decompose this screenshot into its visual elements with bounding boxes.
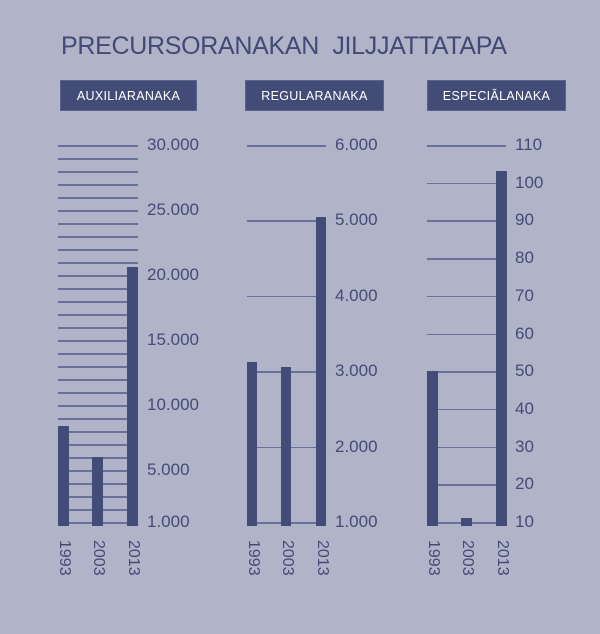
y-tick-label: 70 [515, 285, 534, 305]
gridline [427, 446, 506, 449]
bar-2003 [92, 457, 103, 526]
gridline [58, 444, 138, 446]
gridline [58, 223, 138, 225]
gridline [58, 327, 138, 329]
y-tick-label: 5.000 [335, 210, 378, 230]
bar-2013 [496, 171, 507, 526]
bar-1993 [247, 362, 257, 526]
gridline [58, 431, 138, 433]
y-tick-label: 10.000 [147, 395, 199, 414]
bar-2013 [127, 267, 138, 526]
bar-1993 [427, 371, 438, 526]
gridline [58, 236, 138, 238]
y-tick-label: 2.000 [335, 436, 378, 456]
x-label-2013: 2013 [314, 540, 331, 576]
chart-header-auxiliaranaka: AUXILIARANAKA [60, 80, 197, 111]
gridline [58, 405, 138, 407]
bar-1993 [58, 425, 69, 526]
gridline [247, 295, 326, 298]
bar-2013 [316, 216, 326, 526]
y-tick-label: 6.000 [335, 135, 378, 154]
y-tick-label: 50 [515, 361, 534, 381]
gridline [58, 418, 138, 420]
gridline [427, 145, 506, 147]
gridline [427, 220, 506, 222]
y-tick-label: 1.000 [147, 512, 190, 531]
gridline [427, 333, 506, 335]
gridline [58, 353, 138, 355]
gridline [58, 314, 138, 316]
x-label-2003: 2003 [90, 540, 107, 576]
gridline [427, 258, 506, 260]
bar-2003 [281, 367, 291, 526]
gridline [427, 182, 506, 185]
gridline [247, 145, 326, 147]
gridline [427, 371, 506, 373]
x-label-2003: 2003 [279, 540, 296, 576]
x-label-2003: 2003 [459, 540, 476, 576]
bar-2003 [461, 518, 472, 526]
gridline [58, 197, 138, 199]
y-tick-label: 1.000 [335, 512, 378, 531]
gridline [58, 249, 138, 251]
chart-header-especialanaka: ESPECIĂLANAKA [427, 80, 566, 111]
y-tick-label: 20 [515, 474, 534, 494]
y-tick-label: 3.000 [335, 361, 378, 381]
x-label-1993: 1993 [56, 540, 73, 576]
gridline [427, 484, 506, 486]
y-tick-label: 25.000 [147, 200, 199, 219]
gridline [58, 262, 138, 264]
gridline [427, 408, 506, 411]
y-tick-label: 30.000 [147, 135, 199, 154]
gridline [58, 366, 138, 368]
gridline [58, 184, 138, 186]
gridline [58, 288, 138, 290]
gridline [247, 220, 326, 222]
gridline [58, 171, 138, 173]
y-tick-label: 5.000 [147, 460, 190, 479]
gridline [58, 145, 138, 147]
gridline [58, 301, 138, 303]
x-label-1993: 1993 [245, 540, 262, 576]
x-label-2013: 2013 [494, 540, 511, 576]
page-title: PRECURSORANAKAN JILJJATTATAPA [61, 32, 507, 60]
y-tick-label: 10 [515, 512, 534, 531]
y-tick-label: 60 [515, 323, 534, 343]
y-tick-label: 20.000 [147, 265, 199, 284]
y-tick-label: 80 [515, 248, 534, 268]
y-tick-label: 30 [515, 436, 534, 456]
gridline [58, 210, 138, 212]
chart-header-regularanaka: REGULARANAKA [245, 80, 384, 111]
x-label-2013: 2013 [125, 540, 142, 576]
gridline [58, 275, 138, 277]
y-tick-label: 15.000 [147, 330, 199, 349]
y-tick-label: 100 [515, 172, 544, 192]
gridline [427, 295, 506, 298]
gridline [58, 392, 138, 394]
gridline [58, 158, 138, 160]
gridline [58, 379, 138, 381]
x-label-1993: 1993 [425, 540, 442, 576]
y-tick-label: 110 [515, 135, 543, 154]
y-tick-label: 90 [515, 210, 534, 230]
y-tick-label: 4.000 [335, 285, 378, 305]
y-tick-label: 40 [515, 398, 534, 418]
gridline [58, 340, 138, 342]
